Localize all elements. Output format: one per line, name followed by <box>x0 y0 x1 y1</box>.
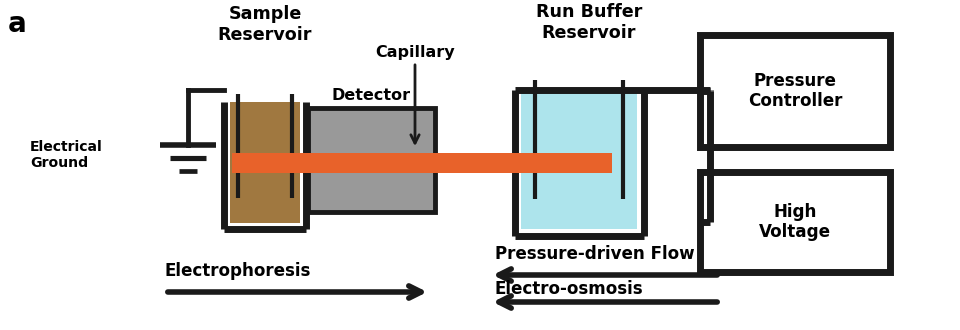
Text: Run Buffer
Reservoir: Run Buffer Reservoir <box>536 3 642 42</box>
Text: Sample
Reservoir: Sample Reservoir <box>218 5 312 44</box>
Text: Capillary: Capillary <box>375 45 455 60</box>
Bar <box>521 90 637 229</box>
Text: Pressure
Controller: Pressure Controller <box>748 72 842 111</box>
Text: Electrophoresis: Electrophoresis <box>165 262 311 280</box>
Text: a: a <box>8 10 27 38</box>
Text: Pressure-driven Flow: Pressure-driven Flow <box>495 245 695 263</box>
Bar <box>700 35 890 147</box>
Bar <box>230 102 300 223</box>
Text: Electrical
Ground: Electrical Ground <box>30 140 103 170</box>
Text: High
Voltage: High Voltage <box>759 203 831 242</box>
Bar <box>232 153 612 173</box>
Text: Electro-osmosis: Electro-osmosis <box>495 280 643 298</box>
Bar <box>700 172 890 272</box>
Bar <box>308 108 435 212</box>
Text: Detector: Detector <box>332 88 411 103</box>
